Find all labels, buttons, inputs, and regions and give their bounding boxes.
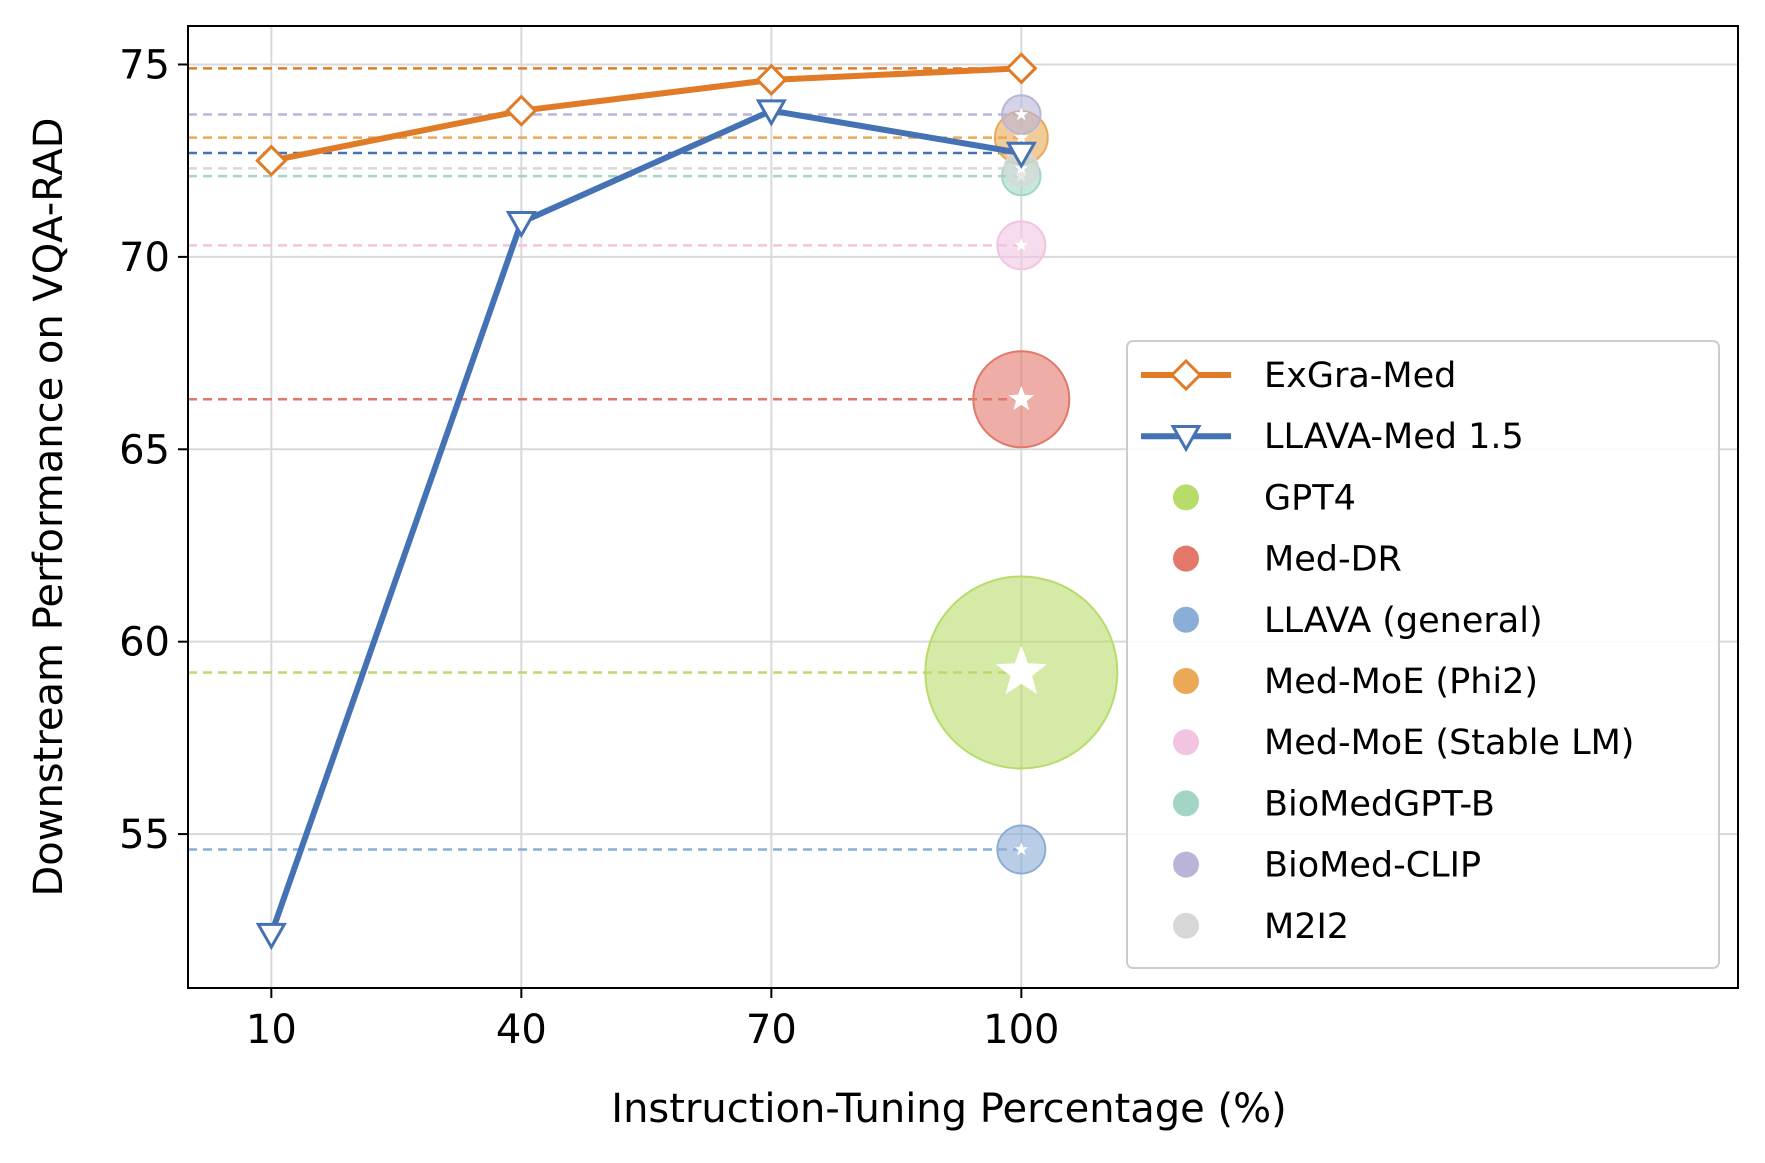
legend-label: LLAVA (general) <box>1264 601 1543 641</box>
star-icon <box>1014 130 1029 144</box>
triangle-marker-icon <box>755 99 787 127</box>
legend-label: BioMed-CLIP <box>1264 846 1481 886</box>
star-icon <box>1014 107 1028 121</box>
star-icon <box>1014 238 1028 251</box>
y-tick-label: 70 <box>119 235 170 281</box>
y-tick-label: 75 <box>119 42 170 88</box>
legend-dot-swatch <box>1173 729 1199 756</box>
y-tick-label: 65 <box>119 427 170 473</box>
legend-dot-swatch <box>1173 606 1199 633</box>
legend-dot-swatch <box>1173 668 1199 694</box>
x-tick-label: 40 <box>496 1007 547 1053</box>
series-lines <box>255 52 1038 951</box>
reference-lines <box>188 67 1022 851</box>
legend-dot-swatch <box>1173 484 1199 511</box>
triangle-marker-icon <box>1170 424 1202 453</box>
series-line <box>268 107 1022 936</box>
legend-dot-swatch <box>1173 912 1199 939</box>
axis-ticks: 10 40 70 100 55 60 65 70 75 <box>119 42 1059 1053</box>
legend-label: ExGra-Med <box>1264 356 1456 396</box>
legend: ExGra-Med LLAVA-Med 1.5 GPT4 Med-DR LLAVA (g… <box>1126 340 1720 969</box>
diamond-marker-icon <box>505 94 538 127</box>
x-tick-label: 70 <box>746 1007 797 1053</box>
diamond-marker-icon <box>1005 52 1038 85</box>
plot-frame <box>187 25 1739 989</box>
star-icon <box>995 645 1047 695</box>
legend-label: M2I2 <box>1264 907 1349 947</box>
baseline-bubbles <box>924 94 1119 875</box>
legend-label: GPT4 <box>1264 478 1356 518</box>
y-tick-label: 60 <box>119 620 170 666</box>
diamond-marker-icon <box>1169 358 1203 392</box>
legend-label: Med-MoE (Stable LM) <box>1264 723 1634 763</box>
legend-box <box>1126 340 1720 969</box>
diamond-marker-icon <box>255 144 288 177</box>
legend-label: Med-MoE (Phi2) <box>1264 662 1538 702</box>
legend-dot-swatch <box>1173 545 1199 572</box>
legend-dot-swatch <box>1173 790 1199 817</box>
legend-dot-swatch <box>1173 851 1199 878</box>
legend-label: BioMedGPT-B <box>1264 784 1495 824</box>
y-tick-label: 55 <box>119 812 170 858</box>
triangle-marker-icon <box>1005 141 1037 170</box>
series-line <box>270 65 1022 164</box>
triangle-marker-icon <box>255 922 287 951</box>
x-tick-label: 100 <box>983 1007 1059 1053</box>
y-axis-title: Downstream Performance on VQA-RAD <box>26 117 72 896</box>
legend-label: LLAVA-Med 1.5 <box>1264 417 1524 457</box>
star-icon <box>1008 385 1035 411</box>
legend-label: Med-DR <box>1264 540 1402 580</box>
star-icon <box>1014 842 1028 856</box>
x-tick-label: 10 <box>246 1007 297 1053</box>
triangle-marker-icon <box>505 210 537 239</box>
diamond-marker-icon <box>755 63 788 96</box>
x-axis-title: Instruction-Tuning Percentage (%) <box>611 1086 1286 1132</box>
